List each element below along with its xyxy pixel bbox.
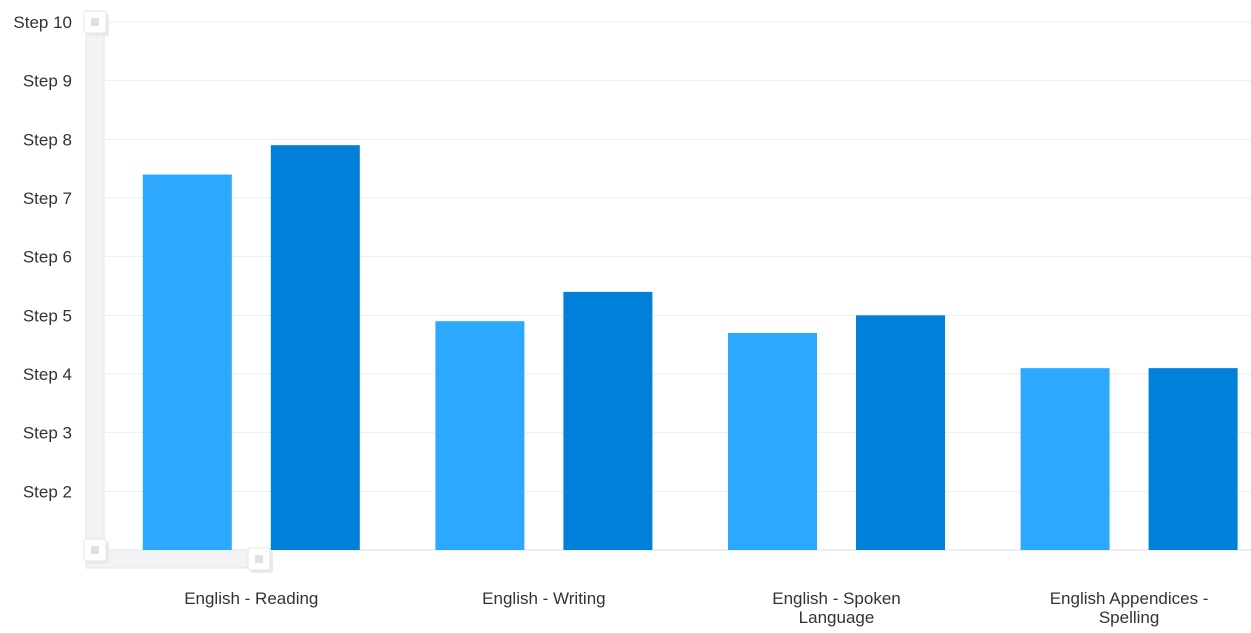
bar[interactable]	[142, 174, 232, 551]
scrollbar-handle-right-grip-icon	[255, 555, 263, 563]
scrollbar-handle-top-grip-icon	[91, 18, 99, 26]
x-tick-label-line: Spelling	[1099, 608, 1160, 627]
vertical-scrollbar-track[interactable]	[85, 11, 105, 561]
bar[interactable]	[1148, 368, 1238, 550]
x-tick-label: English - Reading	[184, 589, 318, 608]
x-tick-label-line: English Appendices -	[1050, 589, 1209, 608]
x-tick-label-line: English - Writing	[482, 589, 605, 608]
y-tick-label: Step 2	[23, 482, 72, 501]
x-tick-label-line: English - Reading	[184, 589, 318, 608]
bar[interactable]	[563, 291, 653, 550]
y-tick-label: Step 6	[23, 248, 72, 267]
y-tick-label: Step 10	[13, 13, 72, 32]
bar[interactable]	[728, 332, 817, 550]
x-tick-label-line: Language	[799, 608, 875, 627]
y-tick-label: Step 9	[23, 72, 72, 91]
bar[interactable]	[856, 315, 945, 550]
bar[interactable]	[1020, 368, 1110, 550]
bar[interactable]	[435, 321, 525, 550]
bar[interactable]	[270, 145, 360, 550]
horizontal-scrollbar-track[interactable]	[85, 549, 267, 569]
scrollbars	[83, 10, 273, 573]
x-tick-label: English - Spoken Language	[772, 589, 901, 627]
y-tick-label: Step 4	[23, 365, 72, 384]
x-axis: English - Reading English - Writing Englis…	[184, 589, 1208, 627]
scrollbar-handle-bottom-grip-icon	[91, 546, 99, 554]
y-tick-label: Step 5	[23, 306, 72, 325]
y-tick-label: Step 8	[23, 130, 72, 149]
x-tick-label: English - Writing	[482, 589, 605, 608]
bars	[142, 145, 1238, 551]
y-axis: Step 2 Step 3 Step 4 Step 5 Step 6 Step 7 Step…	[13, 13, 72, 501]
y-tick-label: Step 7	[23, 189, 72, 208]
x-tick-label-line: English - Spoken	[772, 589, 901, 608]
y-tick-label: Step 3	[23, 424, 72, 443]
x-tick-label: English Appendices -Spelling	[1050, 589, 1209, 627]
